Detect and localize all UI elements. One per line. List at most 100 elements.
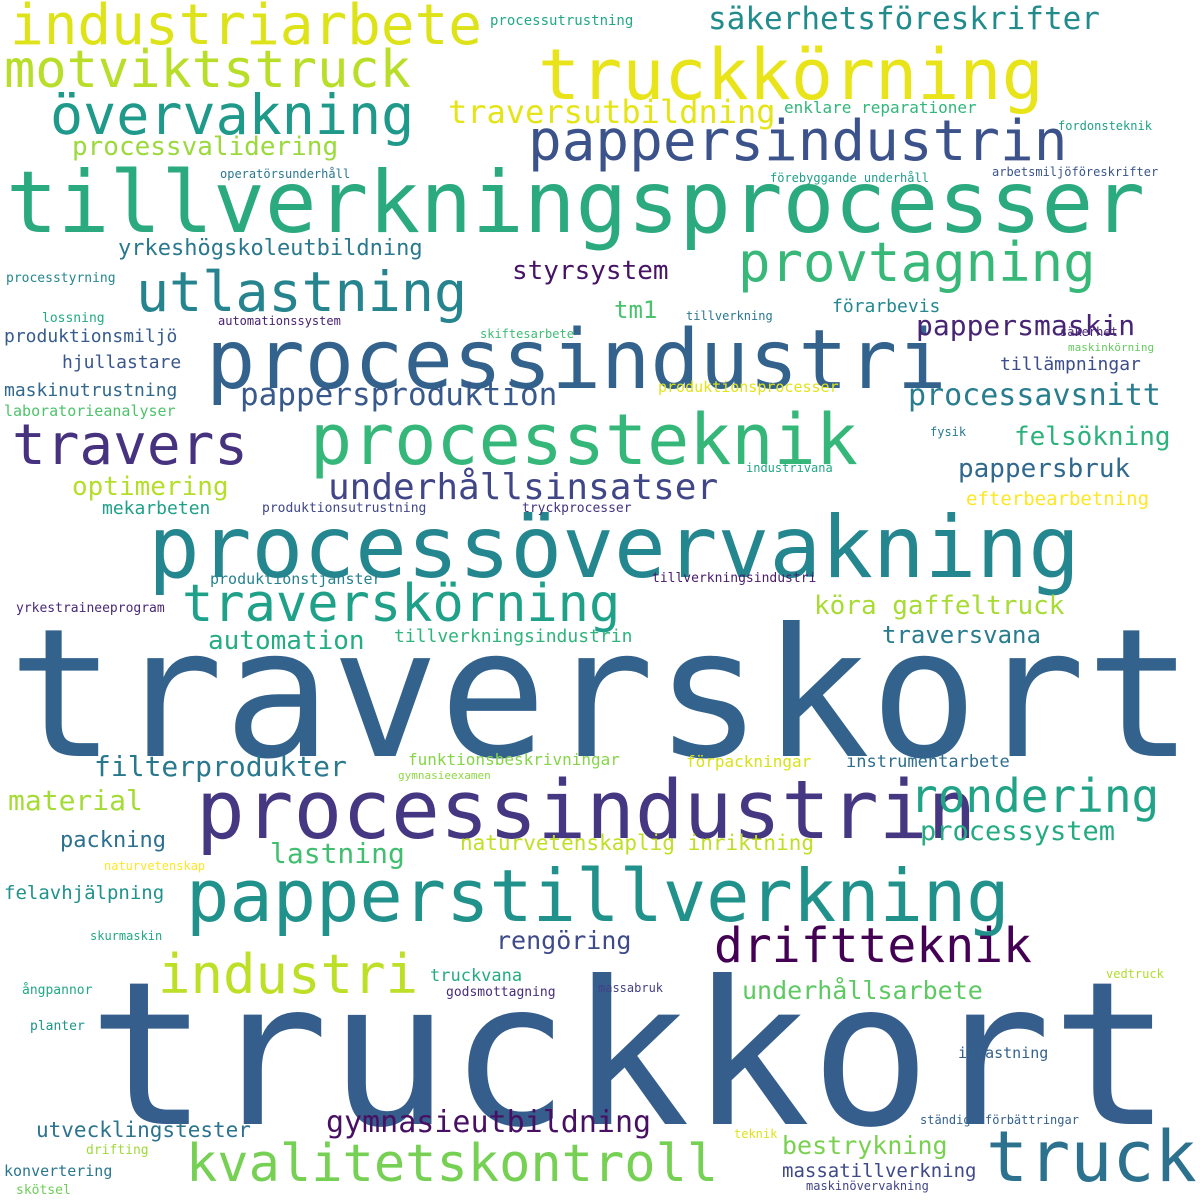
word-mekarbeten: mekarbeten: [102, 498, 211, 519]
word-skiftesarbete: skiftesarbete: [480, 327, 574, 341]
word-laboratorieanalyser: laboratorieanalyser: [4, 402, 176, 420]
word-forarbevis: förarbevis: [832, 296, 941, 317]
word-planter: planter: [30, 1019, 85, 1034]
word-produktionsprocesser: produktionsprocesser: [658, 378, 839, 396]
word-processindustri: processindustri: [206, 313, 947, 408]
word-tillverkningsindustrin: tillverkningsindustrin: [394, 626, 633, 647]
word-travers: travers: [12, 413, 249, 478]
word-papperstillverkning: papperstillverkning: [186, 854, 1010, 938]
word-arbetsmiljoforeskrifter: arbetsmiljöföreskrifter: [992, 165, 1159, 179]
word-maskinutrustning: maskinutrustning: [4, 380, 178, 401]
word-gymnasieutbildning: gymnasieutbildning: [326, 1105, 652, 1140]
word-felavhjalpning: felavhjälpning: [4, 882, 165, 904]
word-angpannor: ångpannor: [22, 983, 93, 998]
word-skurmaskin: skurmaskin: [90, 929, 163, 943]
word-processindustrin: processindustrin: [196, 764, 977, 858]
word-styrsystem: styrsystem: [512, 256, 669, 286]
word-instrumentarbete: instrumentarbete: [846, 752, 1010, 772]
word-provtagning: provtagning: [738, 231, 1096, 294]
word-skotsel: skötsel: [16, 1183, 71, 1198]
word-funktionsbeskrivningar: funktionsbeskrivningar: [408, 750, 620, 769]
word-processavsnitt: processavsnitt: [908, 378, 1161, 413]
word-tillverkning: tillverkning: [686, 309, 773, 323]
word-processystem: processystem: [920, 816, 1116, 847]
word-truck: truck: [986, 1116, 1197, 1198]
word-packning: packning: [60, 828, 166, 853]
word-operatorsunderhall: operatörsunderhåll: [220, 167, 351, 181]
word-truckvana: truckvana: [430, 966, 523, 986]
word-traversvana: traversvana: [882, 621, 1041, 649]
word-inlastning: inlastning: [958, 1044, 1049, 1062]
word-yrkeshogskoleutbildning: yrkeshögskoleutbildning: [118, 236, 423, 261]
word-felsokning: felsökning: [1014, 422, 1171, 452]
word-produktionsutrustning: produktionsutrustning: [262, 501, 427, 516]
word-optimering: optimering: [72, 472, 229, 502]
word-automation: automation: [208, 626, 365, 656]
word-truckkorning: truckkörning: [538, 34, 1044, 116]
word-industrivana: industrivana: [746, 461, 833, 475]
word-material: material: [8, 784, 143, 817]
word-drifting: drifting: [86, 1143, 149, 1158]
word-lossning: lossning: [42, 311, 105, 326]
word-automationssystem: automationssystem: [218, 314, 341, 328]
word-pappersmaskin: pappersmaskin: [916, 309, 1136, 342]
word-driftteknik: driftteknik: [714, 918, 1032, 974]
word-traverskorning: traverskörning: [182, 574, 621, 634]
word-overvakning: övervakning: [50, 83, 415, 147]
word-massatillverkning: massatillverkning: [782, 1160, 977, 1182]
word-tm1: tm1: [614, 296, 658, 324]
word-pappersindustrin: pappersindustrin: [528, 109, 1068, 174]
word-konvertering: konvertering: [4, 1162, 113, 1180]
word-lastning: lastning: [270, 837, 405, 870]
word-teknik: teknik: [734, 1127, 778, 1141]
word-massabruk: massabruk: [598, 981, 664, 995]
word-forebyggande-underhall: förebyggande underhåll: [770, 171, 929, 185]
word-processteknik: processteknik: [310, 399, 858, 481]
word-bestrykning: bestrykning: [782, 1131, 948, 1160]
word-naturvetenskaplig-inriktning: naturvetenskaplig inriktning: [460, 831, 815, 855]
word-tillverkningsprocesser: tillverkningsprocesser: [6, 153, 1146, 253]
word-sakerhetsforeskrifter: säkerhetsföreskrifter: [708, 1, 1100, 37]
word-industri: industri: [158, 943, 419, 1006]
word-underhallsinsatser: underhållsinsatser: [328, 467, 719, 508]
word-utvecklingstester: utvecklingstester: [36, 1118, 251, 1142]
word-traverskort: traverskort: [8, 591, 1194, 799]
word-naturvetenskap: naturvetenskap: [104, 859, 206, 873]
word-forpackningar: förpackningar: [686, 752, 812, 771]
word-motviktstruck: motviktstruck: [4, 40, 411, 100]
word-utlastning: utlastning: [136, 260, 468, 324]
word-rengoring: rengöring: [496, 926, 632, 955]
word-yrkestraineeprogram: yrkestraineeprogram: [16, 601, 165, 616]
word-pappersproduktion: pappersproduktion: [240, 377, 558, 413]
word-truckkort: truckkort: [88, 939, 1172, 1172]
word-produktionsmiljo: produktionsmiljö: [4, 326, 178, 347]
word-standiga-forbattringar: ständiga förbättringar: [920, 1113, 1079, 1127]
word-hjullastare: hjullastare: [62, 352, 182, 373]
word-processovervakning: processövervakning: [148, 498, 1080, 598]
word-fysik: fysik: [930, 425, 967, 439]
word-efterbearbetning: efterbearbetning: [966, 488, 1150, 510]
word-tillampningar: tillämpningar: [1000, 354, 1141, 375]
word-industriarbete: industriarbete: [10, 0, 483, 58]
word-rondering: rondering: [910, 769, 1160, 823]
word-processtyrning: processtyrning: [6, 271, 116, 286]
word-kvalitetskontroll: kvalitetskontroll: [186, 1134, 719, 1194]
word-processutrustning: processutrustning: [490, 13, 634, 29]
word-maskinovervakning: maskinövervakning: [806, 1179, 929, 1193]
word-vedtruck: vedtruck: [1106, 967, 1164, 981]
word-sakerhet: säkerhet: [1060, 325, 1118, 339]
word-maskinkorning: maskinkörning: [1068, 341, 1155, 354]
word-fordonsteknik: fordonsteknik: [1058, 119, 1152, 133]
word-kora-gaffeltruck: köra gaffeltruck: [814, 591, 1065, 621]
word-enklare-reparationer: enklare reparationer: [784, 98, 977, 117]
word-gymnasieexamen: gymnasieexamen: [398, 769, 491, 782]
word-tryckprocesser: tryckprocesser: [522, 501, 632, 516]
word-filterprodukter: filterprodukter: [94, 750, 347, 783]
word-tillverkningsindustri: tillverkningsindustri: [652, 571, 817, 586]
word-produktionstjanster: produktionstjänster: [210, 570, 382, 588]
word-pappersbruk: pappersbruk: [958, 454, 1131, 484]
word-godsmottagning: godsmottagning: [446, 985, 556, 1000]
word-underhallsarbete: underhållsarbete: [742, 976, 983, 1005]
word-traversutbildning: traversutbildning: [448, 93, 776, 131]
